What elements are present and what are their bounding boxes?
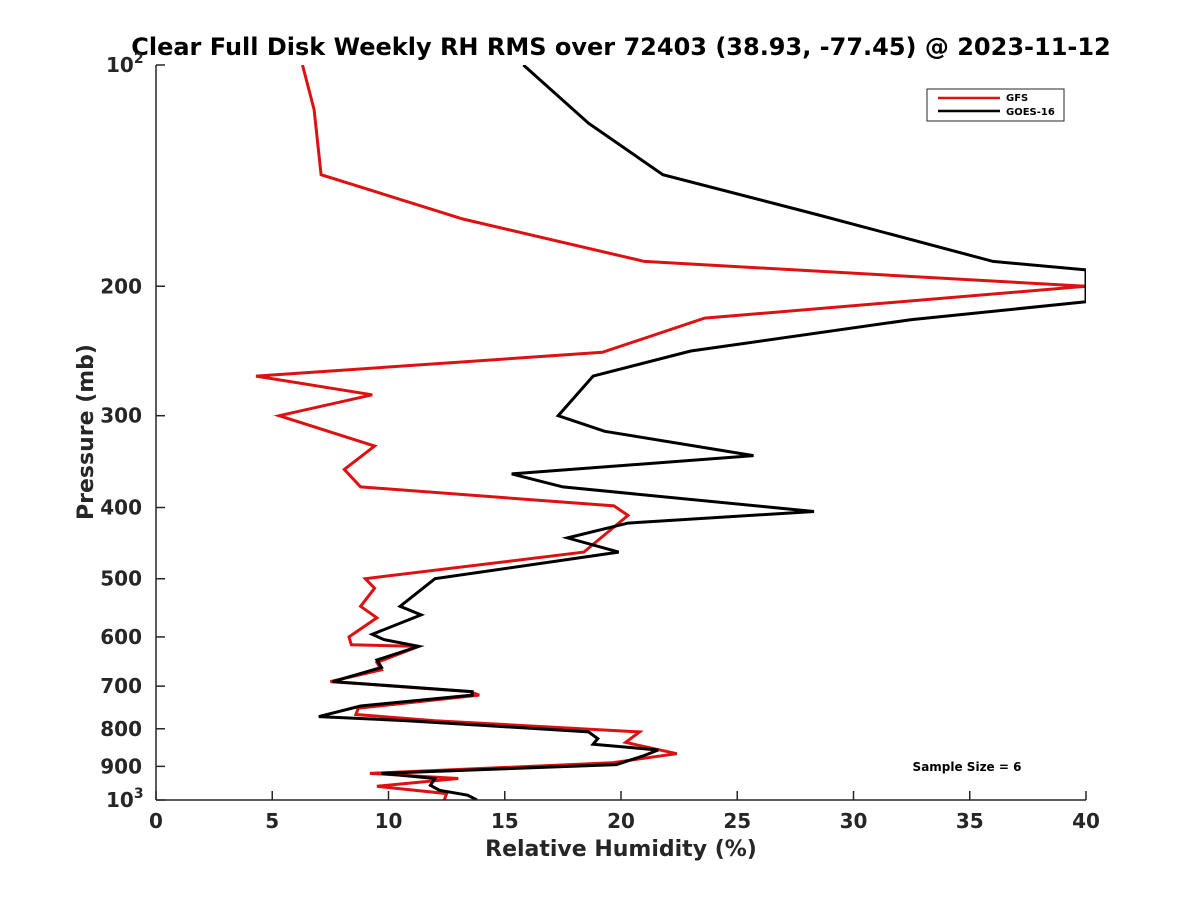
y-tick-label: 500 [100, 567, 142, 591]
y-tick-label: 600 [100, 625, 142, 649]
x-axis-label: Relative Humidity (%) [485, 837, 757, 862]
series-layer [255, 65, 1086, 800]
y-tick-exponent: 3 [134, 786, 144, 802]
x-tick-label: 15 [491, 809, 519, 833]
x-tick-label: 25 [723, 809, 751, 833]
y-tick-label: 400 [100, 496, 142, 520]
legend-label-goes-16: GOES-16 [1006, 107, 1055, 118]
series-line-goes-16 [318, 65, 1086, 800]
series-line-gfs [255, 65, 1086, 800]
x-tick-label: 40 [1072, 809, 1100, 833]
y-tick-exponent: 2 [134, 51, 144, 67]
legend-label-gfs: GFS [1006, 93, 1028, 104]
x-tick-label: 0 [149, 809, 163, 833]
x-tick-label: 20 [607, 809, 635, 833]
chart-title: Clear Full Disk Weekly RH RMS over 72403… [131, 33, 1111, 61]
x-tick-label: 30 [840, 809, 868, 833]
y-tick-label: 300 [100, 404, 142, 428]
x-tick-label: 5 [265, 809, 279, 833]
y-tick-label: 200 [100, 274, 142, 298]
legend: GFS GOES-16 [926, 88, 1065, 122]
x-tick-label: 10 [375, 809, 403, 833]
x-tick-label: 35 [956, 809, 984, 833]
x-ticks: 0 5 10 15 20 25 30 35 40 [149, 791, 1100, 833]
y-tick-label: 800 [100, 717, 142, 741]
sample-size-annotation: Sample Size = 6 [913, 760, 1022, 774]
y-tick-label: 900 [100, 754, 142, 778]
y-axis-label: Pressure (mb) [74, 344, 99, 520]
legend-box [926, 88, 1065, 122]
y-tick-label: 700 [100, 674, 142, 698]
